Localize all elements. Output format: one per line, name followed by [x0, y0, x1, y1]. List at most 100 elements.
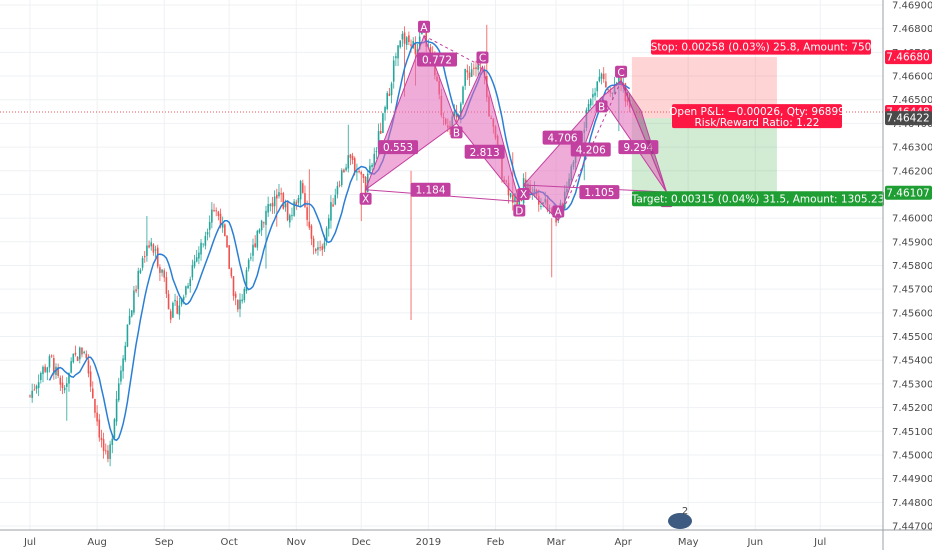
candle-body [620, 75, 622, 84]
pattern-point-label: B [453, 127, 460, 139]
candle-body [600, 73, 603, 79]
pattern-ratio-label: 9.294 [623, 142, 653, 154]
pattern-ac-line [557, 80, 622, 221]
pattern-ratio-label: 0.772 [422, 54, 452, 66]
candle-body [72, 353, 75, 363]
candle-body [94, 399, 96, 413]
candle-body [464, 68, 466, 86]
candle-body [68, 373, 70, 384]
y-tick-label: 7.46800 [892, 24, 932, 35]
candle-body [29, 395, 31, 397]
candle-body [269, 204, 272, 207]
candle-body [81, 347, 83, 355]
candle-body [345, 167, 347, 171]
projection-wedge [620, 80, 667, 193]
candle-body [217, 211, 220, 217]
candle-body [206, 232, 209, 235]
pattern-point-label: X [362, 194, 369, 206]
candle-body [317, 247, 319, 250]
candle-body [234, 293, 237, 298]
candle-body [169, 311, 172, 320]
candle-body [256, 230, 259, 248]
candle-body [327, 218, 330, 229]
logo-icon [668, 513, 692, 529]
candle-body [61, 382, 64, 388]
y-tick-label: 7.44700 [892, 522, 932, 533]
candle-body [96, 412, 98, 422]
candle-body [265, 210, 267, 225]
candle-body [462, 86, 464, 104]
pattern-point-box [418, 20, 431, 33]
candle-body [306, 207, 308, 220]
candle-body [466, 70, 469, 73]
candle-body [159, 267, 161, 273]
candle-body [53, 358, 55, 375]
pattern-point-label: B [598, 101, 605, 113]
pattern-point-label: D [515, 206, 523, 218]
candle-body [111, 438, 114, 445]
candle-body [31, 390, 33, 398]
candle-body [605, 81, 607, 88]
pattern-triangle-xab [522, 97, 603, 222]
candle-body [304, 193, 306, 207]
candle-body [78, 347, 81, 360]
candle-body [46, 367, 49, 373]
candle-body [473, 67, 475, 69]
candle-body [109, 444, 111, 459]
candle-body [284, 203, 287, 208]
candle-body [224, 224, 226, 237]
candle-body [115, 398, 118, 422]
candle-body [518, 198, 521, 207]
pattern-point-label: X [520, 189, 527, 201]
pattern-ratio-box [570, 142, 611, 157]
pattern-ratio-box [378, 140, 419, 155]
candle-body [70, 361, 72, 373]
x-tick-label: Jun [746, 537, 763, 548]
pattern-point-label: C [479, 53, 486, 65]
candle-body [429, 47, 432, 53]
candle-body [468, 72, 471, 78]
candle-body [514, 193, 516, 202]
pattern-ratio-label: 4.706 [548, 133, 578, 145]
candle-body [379, 130, 382, 134]
target-label-box [632, 191, 884, 207]
candle-body [172, 302, 174, 318]
candle-body [343, 169, 345, 173]
x-tick-label: Apr [615, 537, 633, 548]
candle-body [258, 229, 261, 233]
candle-body [332, 204, 334, 207]
candle-body [310, 225, 313, 239]
candle-body [282, 193, 285, 209]
candle-body [297, 198, 300, 203]
pattern-ratio-label: 1.105 [584, 187, 614, 199]
candle-body [202, 243, 204, 245]
candle-body [191, 265, 194, 278]
y-tick-label: 7.44800 [892, 498, 932, 509]
price-tag-label: 7.46680 [886, 52, 929, 64]
candle-body [338, 184, 341, 186]
candle-body [189, 279, 192, 287]
candle-body [198, 252, 200, 259]
candle-body [421, 32, 423, 35]
candle-body [414, 43, 417, 55]
candle-body [386, 92, 389, 110]
y-tick-label: 7.45200 [892, 403, 932, 414]
candle-body [213, 210, 215, 212]
candle-body [470, 69, 473, 77]
pattern-point-box [615, 65, 628, 78]
pattern-point-box [476, 51, 489, 64]
x-tick-label: May [678, 537, 699, 548]
candle-body [390, 83, 393, 96]
candle-body [85, 353, 88, 359]
candle-body [83, 351, 85, 354]
candle-body [221, 222, 224, 228]
candle-body [228, 245, 230, 269]
candle-body [334, 194, 337, 205]
y-tick-label: 7.46500 [892, 95, 932, 106]
candle-body [263, 222, 265, 224]
candle-body [176, 300, 179, 314]
pattern-point-box [513, 204, 526, 217]
candle-body [507, 182, 510, 196]
moving-average-line [48, 39, 631, 442]
